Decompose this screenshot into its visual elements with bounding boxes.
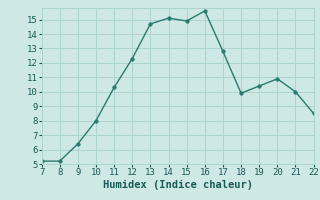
X-axis label: Humidex (Indice chaleur): Humidex (Indice chaleur): [103, 180, 252, 190]
